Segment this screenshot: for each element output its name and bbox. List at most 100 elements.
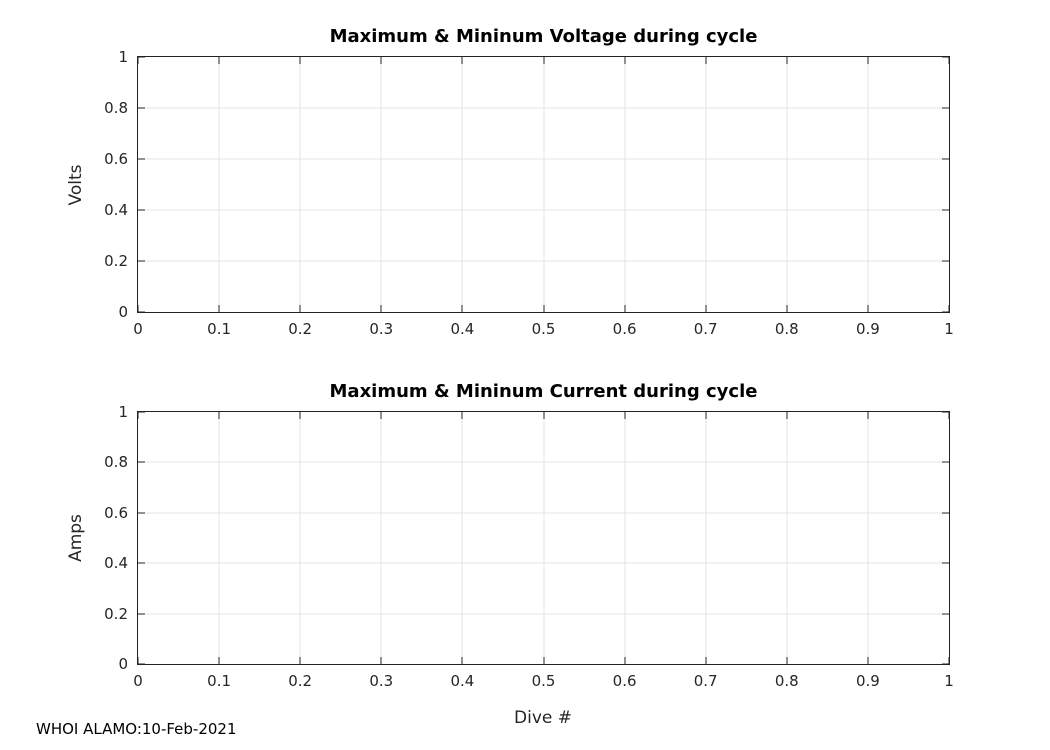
y-tick-label: 0 (118, 303, 128, 321)
y-gridline (138, 260, 949, 262)
x-tick-mark (786, 412, 788, 419)
x-tick-mark (705, 305, 707, 312)
x-gridline (299, 57, 301, 312)
x-gridline (218, 412, 220, 664)
x-tick-mark (461, 57, 463, 64)
current-plot-title: Maximum & Mininum Current during cycle (329, 381, 758, 402)
x-tick-mark (543, 57, 544, 64)
x-tick-mark (218, 657, 220, 664)
x-tick-label: 0.2 (288, 320, 313, 338)
x-tick-mark (948, 412, 950, 419)
x-tick-mark (867, 657, 869, 664)
x-tick-label: 0.7 (693, 320, 718, 338)
x-tick-mark (543, 412, 544, 419)
y-tick-mark (138, 260, 145, 262)
x-tick-mark (705, 57, 707, 64)
x-tick-mark (948, 305, 950, 312)
x-gridline (543, 57, 544, 312)
x-tick-label: 0.3 (369, 672, 394, 690)
x-tick-mark (461, 305, 463, 312)
x-tick-label: 0 (133, 672, 143, 690)
y-tick-mark (138, 56, 145, 58)
y-tick-label: 0.8 (104, 453, 128, 472)
x-tick-label: 0.8 (774, 320, 799, 338)
y-tick-mark (942, 209, 949, 211)
x-tick-mark (137, 657, 139, 664)
x-tick-mark (624, 305, 626, 312)
x-tick-mark (543, 305, 544, 312)
y-gridline (138, 107, 949, 109)
y-tick-mark (942, 158, 949, 160)
x-tick-label: 0.1 (207, 672, 232, 690)
x-tick-mark (299, 657, 301, 664)
x-tick-mark (461, 412, 463, 419)
x-tick-label: 0.4 (450, 320, 475, 338)
x-tick-mark (380, 57, 382, 64)
voltage-plot-title: Maximum & Mininum Voltage during cycle (329, 26, 758, 47)
x-tick-mark (380, 305, 382, 312)
y-tick-mark (942, 512, 949, 514)
x-tick-label: 0.1 (207, 320, 232, 338)
y-tick-mark (942, 613, 949, 615)
voltage-plot-area: 0 0.1 0.2 0.3 0.4 0.5 0.6 0.7 0.8 0.9 1 0 0.2 0.4 0.6 0… (104, 48, 954, 338)
x-gridline (380, 57, 382, 312)
x-gridline (786, 57, 788, 312)
y-gridline (138, 158, 949, 160)
y-tick-label: 1 (118, 48, 128, 66)
y-tick-label: 0.6 (104, 503, 128, 522)
x-gridline (867, 57, 869, 312)
y-tick-mark (138, 613, 145, 615)
x-tick-mark (948, 57, 950, 64)
current-plot-area: 0 0.1 0.2 0.3 0.4 0.5 0.6 0.7 0.8 0.9 1 0 0.2 0.4 0.6 0… (104, 403, 954, 690)
x-tick-label: 0.6 (612, 320, 637, 338)
y-tick-mark (138, 663, 145, 665)
y-tick-mark (942, 107, 949, 109)
x-tick-mark (137, 57, 139, 64)
x-tick-mark (137, 412, 139, 419)
y-tick-mark (138, 512, 145, 514)
x-tick-mark (543, 657, 544, 664)
x-gridline (461, 57, 463, 312)
x-gridline (624, 412, 626, 664)
y-gridline (138, 209, 949, 211)
x-gridline (299, 412, 301, 664)
x-tick-label: 0 (133, 320, 143, 338)
x-gridline (867, 412, 869, 664)
current-x-axis-label: Dive # (514, 708, 572, 728)
y-tick-mark (138, 158, 145, 160)
x-gridline (218, 57, 220, 312)
x-gridline (705, 57, 707, 312)
y-tick-mark (942, 663, 949, 665)
x-tick-mark (218, 57, 220, 64)
x-tick-mark (867, 412, 869, 419)
y-tick-mark (942, 461, 949, 463)
y-tick-label: 0 (118, 655, 128, 673)
y-tick-label: 1 (118, 403, 128, 421)
x-tick-label: 0.4 (450, 672, 475, 690)
y-gridline (138, 562, 949, 564)
x-tick-mark (137, 305, 139, 312)
y-tick-label: 0.4 (104, 554, 128, 573)
x-tick-mark (705, 657, 707, 664)
voltage-y-axis-label: Volts (66, 164, 86, 206)
y-tick-mark (138, 107, 145, 109)
x-tick-label: 0.9 (855, 320, 880, 338)
y-tick-mark (942, 411, 949, 413)
y-tick-mark (138, 411, 145, 413)
x-tick-mark (867, 57, 869, 64)
x-tick-mark (218, 412, 220, 419)
x-tick-label: 0.5 (531, 672, 556, 690)
y-tick-mark (942, 56, 949, 58)
y-tick-label: 0.2 (104, 604, 128, 623)
x-tick-mark (624, 412, 626, 419)
x-tick-mark (786, 305, 788, 312)
x-tick-label: 0.2 (288, 672, 313, 690)
x-tick-label: 0.7 (693, 672, 718, 690)
y-tick-label: 0.6 (104, 150, 128, 168)
x-gridline (380, 412, 382, 664)
x-tick-mark (461, 657, 463, 664)
x-tick-label: 0.6 (612, 672, 637, 690)
x-tick-mark (299, 412, 301, 419)
x-tick-mark (786, 657, 788, 664)
